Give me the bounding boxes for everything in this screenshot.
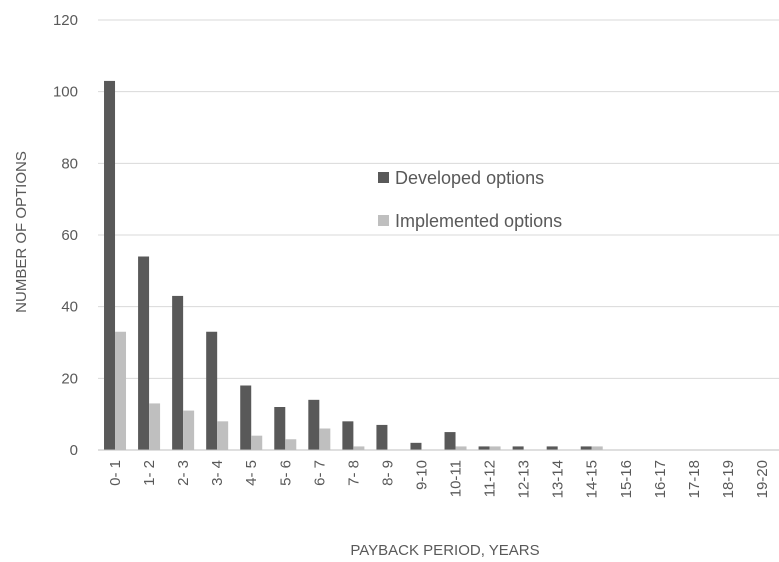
y-axis-title: NUMBER OF OPTIONS (13, 151, 30, 313)
developed-bar-13 (546, 446, 558, 450)
legend-swatch-0 (378, 172, 389, 183)
y-tick-label: 0 (70, 442, 78, 459)
x-tick-label: 7- 8 (345, 460, 362, 486)
legend-label-1: Implemented options (395, 211, 562, 231)
y-tick-label: 60 (61, 227, 78, 244)
developed-bar-4 (240, 385, 252, 450)
implemented-bar-0 (115, 331, 127, 450)
x-tick-label: 0- 1 (107, 460, 124, 486)
x-tick-label: 1- 2 (141, 460, 158, 486)
x-tick-label: 19-20 (754, 460, 771, 498)
developed-bar-9 (410, 442, 422, 450)
y-tick-label: 40 (61, 299, 78, 316)
y-tick-label: 120 (53, 12, 78, 29)
x-tick-label: 15-16 (618, 460, 635, 498)
x-tick-label: 16-17 (652, 460, 669, 498)
implemented-bar-5 (285, 439, 297, 450)
implemented-bar-11 (489, 446, 501, 450)
developed-bar-12 (512, 446, 524, 450)
x-tick-label: 9-10 (413, 460, 430, 490)
x-tick-label: 13-14 (550, 460, 567, 498)
legend-label-0: Developed options (395, 168, 544, 188)
x-tick-label: 18-19 (720, 460, 737, 498)
y-tick-labels: 0 20 40 60 80 100 120 (53, 12, 78, 459)
bars (104, 80, 603, 451)
developed-bar-10 (444, 432, 456, 450)
developed-bar-14 (580, 446, 592, 450)
x-tick-label: 6- 7 (311, 460, 328, 486)
x-tick-label: 5- 6 (277, 460, 294, 486)
x-tick-label: 14-15 (584, 460, 601, 498)
developed-bar-0 (104, 80, 116, 451)
x-tick-label: 17-18 (686, 460, 703, 498)
developed-bar-7 (342, 421, 354, 450)
y-tick-label: 80 (61, 155, 78, 172)
implemented-bar-3 (217, 421, 229, 450)
x-tick-label: 10-11 (448, 460, 465, 497)
developed-bar-3 (206, 331, 218, 450)
x-tick-label: 2- 3 (175, 460, 192, 486)
x-tick-label: 8- 9 (379, 460, 396, 486)
y-tick-label: 20 (61, 370, 78, 387)
x-tick-label: 4- 5 (243, 460, 260, 486)
x-tick-label: 11-12 (482, 460, 499, 497)
implemented-bar-10 (455, 446, 467, 450)
legend-swatch-1 (378, 215, 389, 226)
implemented-bar-1 (149, 403, 161, 450)
developed-bar-5 (274, 407, 286, 450)
developed-bar-8 (376, 424, 388, 450)
developed-bar-6 (308, 399, 320, 450)
x-tick-label: 3- 4 (209, 460, 226, 486)
legend: Developed options Implemented options (378, 168, 562, 231)
implemented-bar-2 (183, 410, 195, 450)
implemented-bar-6 (319, 428, 331, 450)
implemented-bar-4 (251, 435, 263, 450)
x-tick-label: 12-13 (516, 460, 533, 498)
x-tick-labels: 0- 1 1- 2 2- 3 3- 4 4- 5 5- 6 6- 7 7- 8 8- 9 9-10… (107, 460, 771, 498)
gridlines (98, 19, 779, 379)
developed-bar-1 (138, 256, 150, 450)
implemented-bar-7 (353, 446, 365, 450)
y-tick-label: 100 (53, 84, 78, 101)
implemented-bar-14 (591, 446, 603, 450)
developed-bar-11 (478, 446, 490, 450)
x-axis-title: PAYBACK PERIOD, YEARS (350, 542, 539, 559)
developed-bar-2 (172, 295, 184, 450)
